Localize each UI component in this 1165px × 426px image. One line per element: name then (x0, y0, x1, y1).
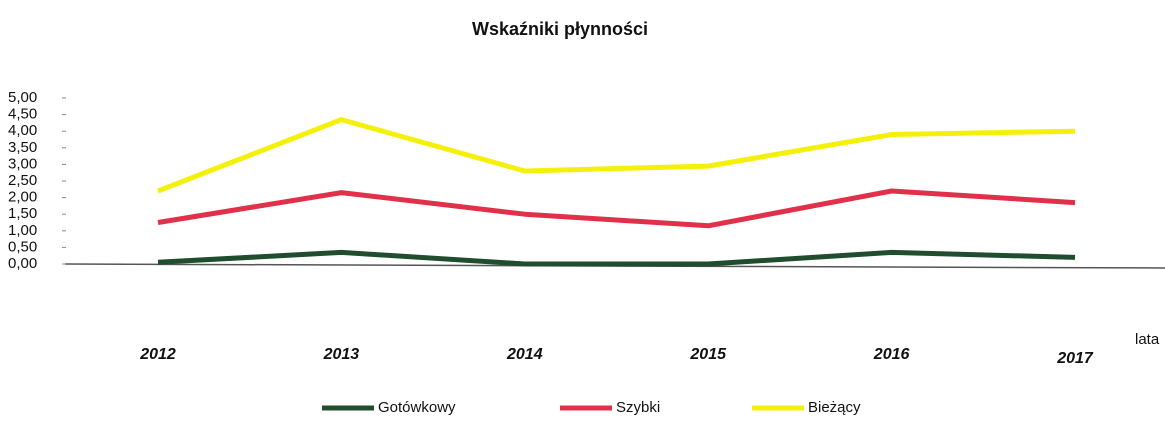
y-tick-label: 3,00 (8, 155, 37, 172)
y-tick-label: 1,50 (8, 205, 37, 222)
y-tick-label: 4,50 (8, 106, 37, 123)
legend-label: Bieżący (808, 399, 861, 416)
legend-label: Szybki (616, 399, 660, 416)
x-tick-label: 2015 (689, 346, 727, 363)
y-tick-label: 5,00 (8, 89, 37, 106)
x-axis-label: lata (1135, 331, 1160, 348)
x-tick-label: 2017 (1056, 350, 1094, 367)
x-tick-label: 2013 (323, 346, 360, 363)
chart-title: Wskaźniki płynności (472, 19, 648, 39)
y-tick-label: 4,00 (8, 122, 37, 139)
y-tick-label: 0,50 (8, 238, 37, 255)
legend-label: Gotówkowy (378, 399, 456, 416)
x-tick-label: 2012 (139, 346, 176, 363)
series-line (157, 249, 1076, 267)
y-tick-label: 2,00 (8, 189, 37, 206)
x-tick-label: 2014 (506, 346, 543, 363)
series-line (157, 117, 1076, 194)
y-tick-label: 2,50 (8, 172, 37, 189)
y-tick-label: 3,50 (8, 139, 37, 156)
x-tick-label: 2016 (873, 346, 910, 363)
series-line (157, 188, 1076, 229)
y-tick-label: 1,00 (8, 222, 37, 239)
y-tick-label: 0,00 (8, 255, 37, 272)
